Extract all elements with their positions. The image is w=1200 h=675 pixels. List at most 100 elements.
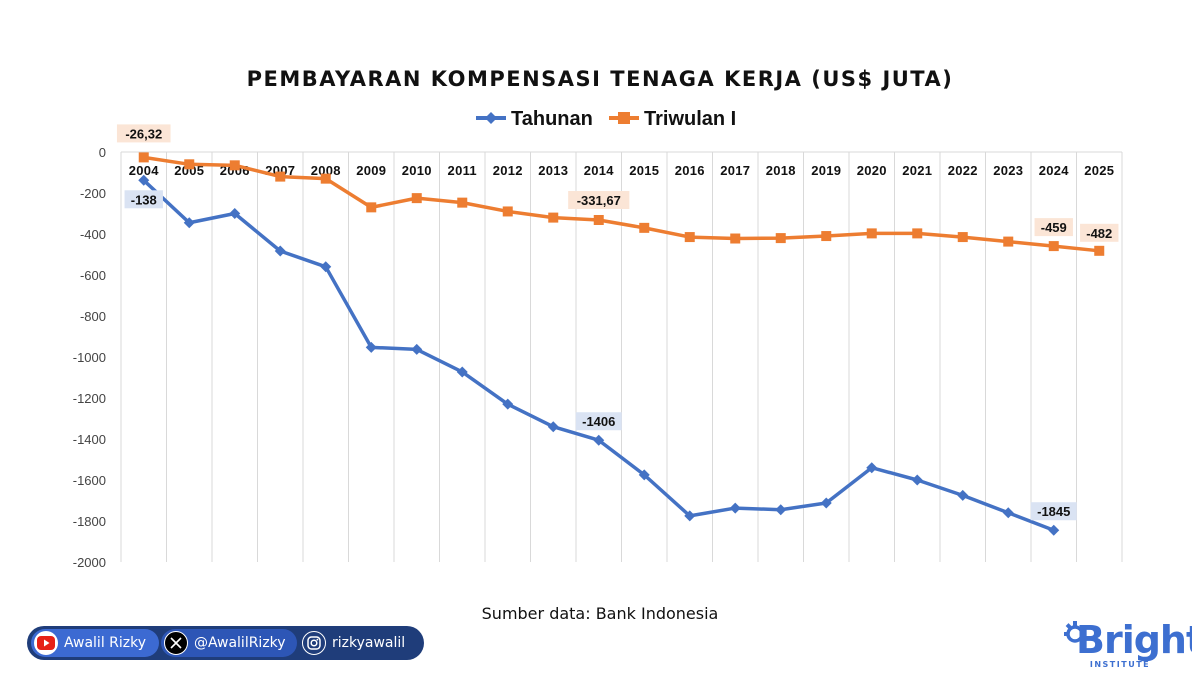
gridlines xyxy=(120,151,1123,562)
data-point xyxy=(547,421,559,433)
data-label: -331,67 xyxy=(568,190,630,209)
y-tick-label: -1200 xyxy=(73,391,106,406)
series-1 xyxy=(138,152,1105,256)
data-label: -26,32 xyxy=(116,124,171,143)
y-tick-label: -600 xyxy=(80,268,106,283)
data-point xyxy=(275,171,286,182)
data-point xyxy=(912,228,923,239)
data-point xyxy=(639,222,650,233)
data-label-bg xyxy=(1034,218,1073,237)
x-tick-label: 2018 xyxy=(766,163,796,178)
y-tick-label: -2000 xyxy=(73,555,106,570)
x-tick-label: 2020 xyxy=(857,163,887,178)
social-bar: Awalil Rizky @AwalilRizky rizkyawalil xyxy=(27,626,424,660)
instagram-icon xyxy=(302,631,326,655)
x-tick-label: 2013 xyxy=(538,163,568,178)
legend-label: Tahunan xyxy=(511,108,593,130)
y-tick-label: 0 xyxy=(99,145,106,160)
data-point xyxy=(502,206,513,217)
data-point xyxy=(820,497,832,509)
x-handle: @AwalilRizky xyxy=(194,635,286,651)
x-tick-label: 2012 xyxy=(493,163,523,178)
y-axis: 0 -200 -400 -600 -800 -1000 -1200 -1400 -1600 -18… xyxy=(73,145,106,570)
data-point xyxy=(457,197,468,208)
data-point xyxy=(138,152,149,163)
x-tick-label: 2016 xyxy=(675,163,705,178)
data-point xyxy=(411,343,423,355)
data-point xyxy=(866,462,878,474)
data-point xyxy=(593,434,605,446)
x-tick-label: 2024 xyxy=(1039,163,1070,178)
x-tick-label: 2025 xyxy=(1084,163,1114,178)
brand-subtitle: INSTITUTE xyxy=(1090,660,1150,669)
x-link[interactable]: @AwalilRizky xyxy=(161,629,297,657)
data-label-text: -482 xyxy=(1086,226,1112,241)
legend: Tahunan Triwulan I xyxy=(476,108,736,130)
x-logo-icon xyxy=(164,631,188,655)
data-point xyxy=(1048,241,1059,252)
data-point xyxy=(1003,236,1014,247)
youtube-link[interactable]: Awalil Rizky xyxy=(31,629,159,657)
chart-title: PEMBAYARAN KOMPENSASI TENAGA KERJA (US$ … xyxy=(247,67,954,91)
data-point xyxy=(911,474,923,486)
data-point xyxy=(957,232,968,243)
data-label: -482 xyxy=(1080,223,1119,242)
x-tick-label: 2014 xyxy=(584,163,615,178)
x-tick-label: 2015 xyxy=(629,163,659,178)
data-point xyxy=(184,159,195,170)
series-0 xyxy=(138,174,1060,536)
data-label-text: -331,67 xyxy=(577,193,621,208)
data-point xyxy=(821,231,832,242)
instagram-handle: rizkyawalil xyxy=(332,635,406,651)
data-point xyxy=(502,398,514,410)
data-point xyxy=(730,233,741,244)
data-label-text: -1406 xyxy=(582,414,615,429)
data-point xyxy=(366,202,377,213)
legend-label: Triwulan I xyxy=(644,108,736,130)
data-point xyxy=(684,510,696,522)
data-label-bg xyxy=(1030,502,1077,521)
brand-name: Bright xyxy=(1076,618,1192,662)
x-tick-label: 2021 xyxy=(902,163,932,178)
data-label-text: -459 xyxy=(1041,220,1067,235)
x-tick-label: 2017 xyxy=(720,163,750,178)
data-point xyxy=(1002,507,1014,519)
data-point xyxy=(456,366,468,378)
y-tick-label: -800 xyxy=(80,309,106,324)
x-tick-label: 2022 xyxy=(948,163,978,178)
y-tick-label: -400 xyxy=(80,227,106,242)
youtube-icon xyxy=(34,631,58,655)
data-label: -1845 xyxy=(1030,502,1077,521)
data-point xyxy=(229,208,241,219)
source-note: Sumber data: Bank Indonesia xyxy=(481,604,719,623)
data-point xyxy=(593,214,604,225)
data-label-bg xyxy=(575,412,622,431)
data-point xyxy=(866,228,877,239)
x-tick-label: 2008 xyxy=(311,163,341,178)
data-label: -459 xyxy=(1034,218,1073,237)
data-label: -138 xyxy=(124,190,163,209)
series-line xyxy=(143,155,1100,253)
data-point xyxy=(320,173,331,184)
data-point xyxy=(229,160,240,171)
bright-institute-logo: Bright INSTITUTE xyxy=(1064,618,1192,669)
data-label: -1406 xyxy=(575,412,622,431)
x-tick-label: 2019 xyxy=(811,163,841,178)
data-labels: -138 -1406 -1845 -26,32 -331,67 -459 -482 xyxy=(116,124,1119,521)
data-point xyxy=(320,261,332,273)
data-point xyxy=(1048,524,1060,536)
x-tick-label: 2023 xyxy=(993,163,1023,178)
x-tick-label: 2011 xyxy=(448,163,477,178)
x-tick-label: 2009 xyxy=(356,163,386,178)
data-point xyxy=(638,469,650,481)
data-point xyxy=(775,504,787,516)
data-point xyxy=(775,233,786,244)
data-label-bg xyxy=(124,190,163,209)
data-point xyxy=(957,489,969,501)
data-point xyxy=(138,174,150,186)
data-point xyxy=(274,245,286,257)
data-point xyxy=(684,232,695,243)
instagram-link[interactable]: rizkyawalil xyxy=(299,629,413,657)
y-tick-label: -1800 xyxy=(73,514,106,529)
y-tick-label: -1000 xyxy=(73,350,106,365)
